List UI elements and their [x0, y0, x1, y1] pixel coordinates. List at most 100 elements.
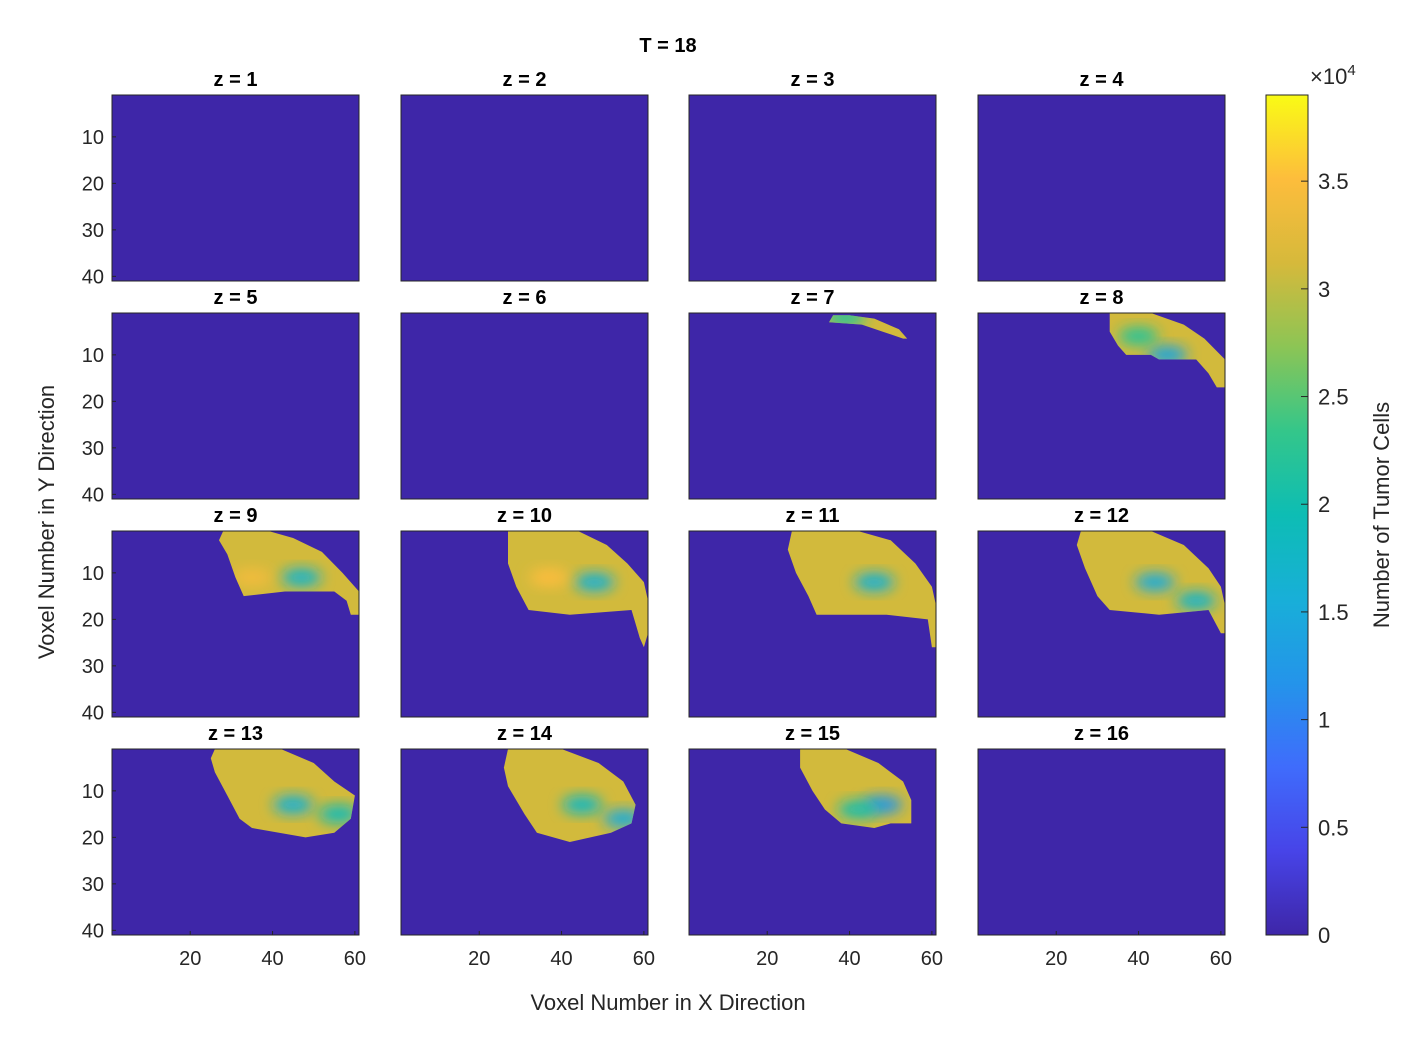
hotspot [1135, 573, 1176, 592]
panel-frame [400, 748, 649, 936]
x-tick-label: 60 [344, 948, 366, 970]
panel-title: z = 4 [1080, 69, 1125, 91]
hotspot [273, 795, 314, 814]
hotspot [837, 800, 878, 819]
y-tick-label: 30 [82, 220, 104, 242]
panel-frame [111, 312, 360, 500]
panel-10: z = 10 [400, 505, 649, 718]
panel-background [401, 95, 648, 281]
panel-background [689, 313, 936, 499]
panel-frame [111, 94, 360, 282]
colorbar-tick-label: 1 [1318, 708, 1330, 733]
colorbar-exponent: 4 [1347, 62, 1355, 79]
y-tick-label: 30 [82, 656, 104, 678]
colorbar-tick-label: 2.5 [1318, 385, 1349, 410]
panel-frame [688, 530, 937, 718]
colorbar: 0 0.5 1 1.5 2 2.5 3 3.5 ×104 Number of Tumor Ce… [1265, 62, 1394, 948]
y-tick-label: 10 [82, 127, 104, 149]
panel-frame [111, 748, 360, 936]
colorbar-tick-label: 1.5 [1318, 600, 1349, 625]
panel-11: z = 11 [688, 505, 937, 718]
panel-grid: z = 1 10 20 30 40 z = 2 z = 3 z = 4 z = 5 10 20 30 4… [82, 69, 1232, 970]
panel-title: z = 12 [1074, 505, 1129, 527]
y-axis-label: Voxel Number in Y Direction [34, 385, 59, 659]
panel-3: z = 3 [688, 69, 937, 282]
panel-background [978, 749, 1225, 935]
x-tick-label: 60 [921, 948, 943, 970]
y-tick-label: 40 [82, 266, 104, 288]
y-tick-label: 20 [82, 827, 104, 849]
colorbar-label: Number of Tumor Cells [1369, 402, 1394, 628]
x-tick-label: 60 [1210, 948, 1232, 970]
hotspot [231, 568, 272, 587]
panel-title: z = 5 [214, 287, 258, 309]
x-tick-label: 40 [550, 948, 572, 970]
colorbar-tick-label: 3 [1318, 277, 1330, 302]
panel-2: z = 2 [400, 69, 649, 282]
chart-title: T = 18 [639, 35, 696, 57]
panel-frame [111, 530, 360, 718]
panel-frame [400, 94, 649, 282]
colorbar-tick-label: 0 [1318, 923, 1330, 948]
colorbar-gradient [1265, 94, 1309, 936]
panel-15: z = 15 20 40 60 [688, 723, 943, 970]
x-tick-label: 20 [1045, 948, 1067, 970]
panel-title: z = 9 [214, 505, 258, 527]
panel-12: z = 12 [977, 505, 1226, 718]
panel-frame [977, 530, 1226, 718]
colorbar-tick-label: 2 [1318, 492, 1330, 517]
panel-title: z = 1 [214, 69, 258, 91]
panel-background [112, 95, 359, 281]
y-tick-label: 30 [82, 874, 104, 896]
hotspot [829, 315, 866, 327]
panel-background [112, 313, 359, 499]
hotspot [1118, 327, 1159, 346]
x-tick-label: 60 [633, 948, 655, 970]
y-tick-label: 10 [82, 781, 104, 803]
panel-background [401, 313, 648, 499]
panel-background [689, 95, 936, 281]
panel-title: z = 7 [791, 287, 835, 309]
x-tick-label: 40 [1127, 948, 1149, 970]
colorbar-tick-label: 0.5 [1318, 815, 1349, 840]
y-tick-label: 20 [82, 609, 104, 631]
panel-frame [688, 312, 937, 500]
colorbar-multiplier: ×104 [1310, 62, 1356, 89]
panel-frame [977, 748, 1226, 936]
y-tick-label: 40 [82, 484, 104, 506]
panel-frame [688, 748, 937, 936]
panel-title: z = 11 [786, 505, 840, 527]
panel-6: z = 6 [400, 287, 649, 500]
panel-4: z = 4 [977, 69, 1226, 282]
colorbar-ticks: 0 0.5 1 1.5 2 2.5 3 3.5 [1301, 169, 1349, 948]
hotspot [529, 568, 570, 587]
panel-title: z = 10 [497, 505, 552, 527]
x-axis-label: Voxel Number in X Direction [530, 990, 805, 1015]
panel-title: z = 16 [1074, 723, 1129, 745]
panel-9: z = 9 10 20 30 40 [82, 505, 360, 724]
y-tick-label: 20 [82, 391, 104, 413]
panel-14: z = 14 20 40 60 [400, 723, 655, 970]
colorbar-tick-label: 3.5 [1318, 169, 1349, 194]
y-tick-label: 10 [82, 563, 104, 585]
panel-title: z = 13 [208, 723, 263, 745]
hotspot [1176, 591, 1217, 610]
panel-frame [400, 530, 649, 718]
x-tick-label: 20 [756, 948, 778, 970]
panel-frame [400, 312, 649, 500]
panel-13: z = 13 10 20 30 40 20 40 60 [82, 723, 366, 970]
panel-title: z = 14 [497, 723, 553, 745]
panel-5: z = 5 10 20 30 40 [82, 287, 360, 506]
panel-title: z = 3 [791, 69, 835, 91]
panel-title: z = 8 [1080, 287, 1124, 309]
panel-7: z = 7 [688, 287, 937, 500]
y-tick-label: 20 [82, 173, 104, 195]
panel-1: z = 1 10 20 30 40 [82, 69, 360, 288]
panel-title: z = 15 [785, 723, 840, 745]
hotspot [562, 795, 603, 814]
hotspot [574, 573, 615, 592]
panel-background [978, 95, 1225, 281]
panel-title: z = 2 [503, 69, 547, 91]
tumor-region [503, 749, 636, 842]
